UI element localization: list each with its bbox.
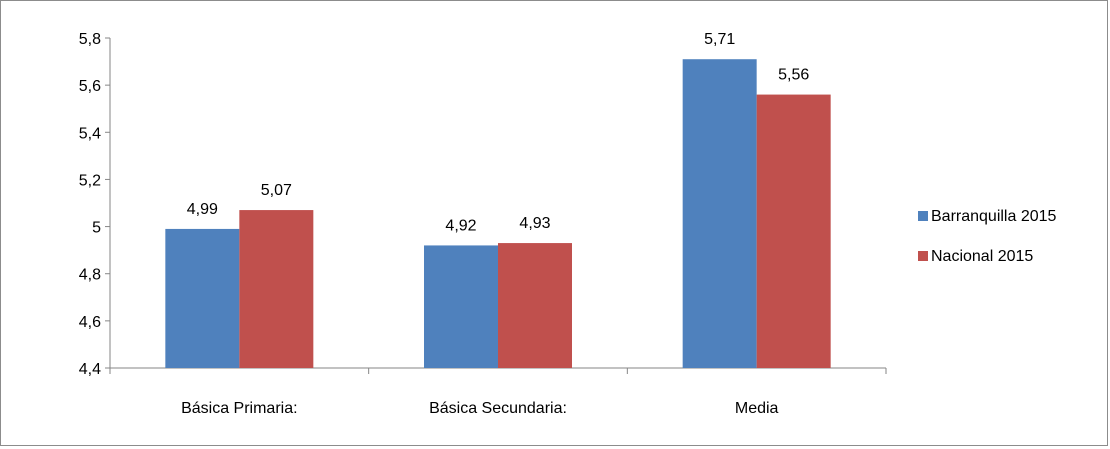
bar-nacional bbox=[498, 243, 572, 368]
bar-nacional bbox=[239, 210, 314, 368]
x-category-label: Media bbox=[735, 400, 779, 417]
bar-barranquilla bbox=[424, 245, 498, 368]
y-tick-label: 5,8 bbox=[79, 31, 101, 48]
y-tick-label: 4,6 bbox=[79, 314, 101, 331]
bar-barranquilla bbox=[682, 59, 757, 368]
data-label: 5,71 bbox=[704, 31, 735, 48]
y-tick-label: 5 bbox=[92, 220, 101, 237]
data-label: 4,93 bbox=[519, 215, 550, 232]
y-tick-label: 5,2 bbox=[79, 172, 101, 189]
x-category-label: Básica Secundaria: bbox=[429, 400, 567, 417]
data-label: 5,56 bbox=[778, 67, 809, 84]
bar-nacional bbox=[756, 94, 831, 369]
bar-barranquilla bbox=[165, 228, 240, 368]
legend-label: Nacional 2015 bbox=[931, 248, 1033, 265]
x-category-label: Básica Primaria: bbox=[181, 400, 297, 417]
legend-swatch bbox=[918, 211, 928, 221]
data-label: 4,99 bbox=[187, 201, 218, 218]
y-tick-label: 5,4 bbox=[79, 125, 101, 142]
legend-label: Barranquilla 2015 bbox=[931, 208, 1057, 225]
data-label: 5,07 bbox=[261, 182, 292, 199]
y-tick-label: 4,4 bbox=[79, 361, 101, 378]
y-tick-label: 5,6 bbox=[79, 78, 101, 95]
y-tick-label: 4,8 bbox=[79, 267, 101, 284]
legend-swatch bbox=[918, 251, 928, 261]
data-label: 4,92 bbox=[445, 217, 476, 234]
